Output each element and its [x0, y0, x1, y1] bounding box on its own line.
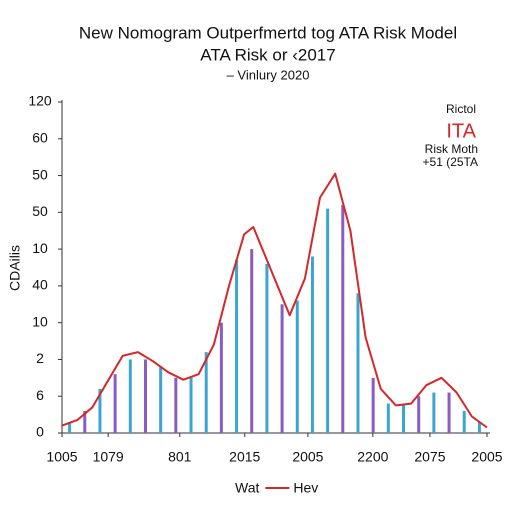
- x-tick-label: 2075: [414, 449, 445, 465]
- chart-note: – Vinlury 2020: [227, 67, 310, 82]
- x-tick-label: 2005: [292, 449, 323, 465]
- y-tick-label: 2: [36, 350, 44, 366]
- y-tick-label: 6: [36, 387, 44, 403]
- bar: [68, 421, 72, 433]
- bar: [219, 322, 223, 433]
- annotation: Risk Moth: [425, 142, 478, 156]
- bar: [143, 359, 147, 433]
- y-tick-label: 60: [32, 129, 48, 145]
- y-tick-label: 0: [36, 424, 44, 440]
- line: [61, 172, 488, 429]
- bar: [204, 352, 208, 433]
- bar: [280, 304, 284, 433]
- x-tick-label: 2005: [471, 449, 502, 465]
- legend-label: Hev: [293, 480, 318, 496]
- annotation: +51 (25TA: [423, 155, 478, 169]
- chart-subtitle: ATA Risk or ‹2017: [200, 45, 335, 64]
- bar: [371, 377, 375, 433]
- x-tick-label: 1079: [93, 449, 124, 465]
- bar: [128, 359, 132, 433]
- bar: [174, 377, 178, 433]
- bar: [326, 208, 330, 433]
- chart-title: New Nomogram Outperfmertd tog ATA Risk M…: [79, 23, 457, 42]
- annotation: Rictol: [446, 102, 476, 116]
- y-tick-label: 40: [32, 277, 48, 293]
- bar: [189, 377, 193, 433]
- bar: [386, 403, 390, 433]
- bar: [402, 403, 406, 433]
- annotation: ITA: [446, 120, 476, 142]
- x-tick-label: 801: [168, 449, 192, 465]
- bar: [83, 410, 87, 433]
- bar: [250, 249, 254, 433]
- bar: [447, 392, 451, 433]
- bar: [432, 392, 436, 433]
- x-tick-label: 1005: [46, 449, 77, 465]
- y-axis-label: CDAilis: [7, 245, 23, 291]
- bar: [341, 204, 345, 433]
- y-tick-label: 120: [28, 93, 52, 109]
- bar: [235, 260, 239, 433]
- bar: [98, 388, 102, 433]
- bar: [159, 366, 163, 433]
- x-tick-label: 2200: [357, 449, 388, 465]
- x-tick-label: 2015: [229, 449, 260, 465]
- bar: [295, 300, 299, 433]
- y-tick-label: 50: [32, 166, 48, 182]
- bar: [113, 374, 117, 433]
- bar: [356, 293, 360, 433]
- y-tick-label: 10: [32, 313, 48, 329]
- legend-label: Wat: [235, 480, 259, 496]
- bar: [462, 410, 466, 433]
- y-tick-label: 10: [32, 240, 48, 256]
- bar: [417, 396, 421, 433]
- y-tick-label: 50: [32, 203, 48, 219]
- bar: [477, 421, 481, 433]
- bar: [265, 263, 269, 433]
- bar: [310, 256, 314, 433]
